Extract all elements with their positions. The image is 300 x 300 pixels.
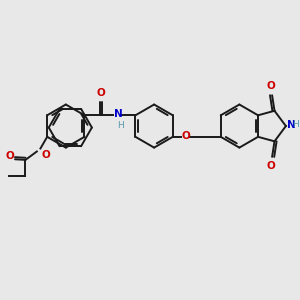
Text: N: N: [287, 120, 296, 130]
Text: H: H: [117, 121, 124, 130]
Text: O: O: [182, 131, 190, 141]
Text: O: O: [266, 161, 275, 171]
Text: O: O: [96, 88, 105, 98]
Text: H: H: [292, 120, 299, 129]
Text: O: O: [41, 150, 50, 160]
Text: O: O: [5, 151, 14, 161]
Text: O: O: [266, 81, 275, 92]
Text: N: N: [113, 110, 122, 119]
